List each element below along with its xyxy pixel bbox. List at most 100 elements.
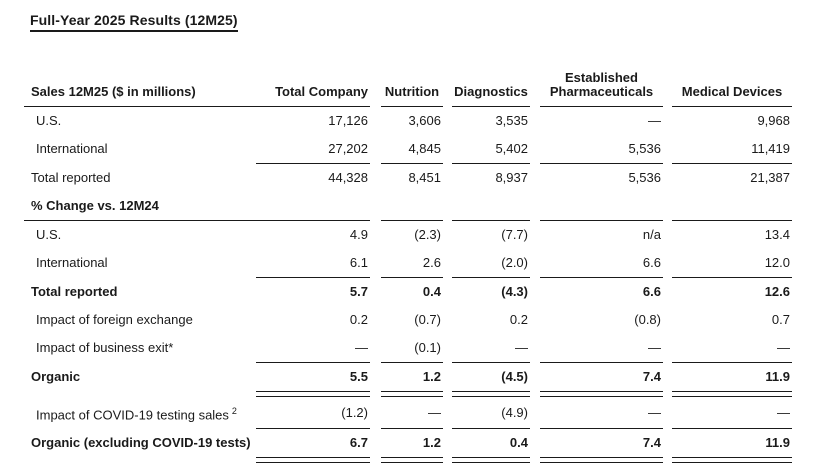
row-label: Impact of COVID-19 testing sales 2 [36,405,237,422]
column-gap [370,334,381,363]
cell-established-pharmaceuticals: n/a [642,227,661,242]
row-label: Organic (excluding COVID-19 tests) [31,435,251,451]
column-gap [663,429,672,458]
cell-total-company: (1.2) [256,396,370,430]
column-gap [443,363,452,392]
cell-established-pharmaceuticals: — [648,113,661,128]
column-gap [663,164,672,193]
double-rule [24,457,792,464]
column-gap [370,221,381,250]
cell-medical-devices: 21,387 [750,170,790,185]
cell-medical-devices: 12.0 [672,249,792,278]
row-pct-us: U.S. 4.9 (2.3) (7.7) n/a 13.4 [24,221,792,250]
table-header-row: Sales 12M25 ($ in millions) Total Compan… [24,57,792,107]
column-gap [530,306,540,334]
section-title: % Change vs. 12M24 [24,192,256,221]
row-pct-covid-testing: Impact of COVID-19 testing sales 2 (1.2) … [24,396,792,430]
row-section-pct-change: % Change vs. 12M24 [24,192,792,221]
cell-established-pharmaceuticals: 6.6 [642,284,661,299]
row-pct-organic: Organic 5.5 1.2 (4.5) 7.4 11.9 [24,362,792,392]
column-gap [370,135,381,164]
column-header-diagnostics: Diagnostics [452,57,530,107]
column-gap [370,306,381,334]
double-rule [24,391,792,397]
cell-nutrition: 1.2 [381,428,443,459]
column-gap [663,221,672,250]
column-gap [663,107,672,136]
column-gap [530,107,540,136]
cell-empty [452,192,530,221]
column-gap [443,334,452,363]
cell-diagnostics: (2.0) [452,249,530,278]
column-gap [663,249,672,278]
column-gap [443,57,452,107]
column-gap [530,278,540,307]
column-gap [663,278,672,307]
column-gap [443,192,452,221]
column-gap [530,192,540,221]
column-gap [663,57,672,107]
row-label: Total reported [31,169,111,185]
column-header-established-pharmaceuticals: Established Pharmaceuticals [540,57,663,107]
financial-results-page: Full-Year 2025 Results (12M25) Sales 12M… [24,12,792,464]
row-label: International [36,141,108,157]
cell-medical-devices: — [672,334,792,363]
column-gap [443,135,452,164]
cell-established-pharmaceuticals: 7.4 [540,362,663,392]
column-gap [443,429,452,458]
cell-diagnostics: 3,535 [495,113,528,128]
cell-nutrition: (0.1) [381,334,443,363]
header-line-1: Established [565,70,638,85]
column-gap [663,192,672,221]
row-label: Total reported [31,283,118,299]
column-gap [443,164,452,193]
cell-nutrition: 1.2 [381,362,443,392]
footnote-marker: 2 [231,405,237,416]
cell-medical-devices: 0.7 [771,312,790,327]
row-pct-international: International 6.1 2.6 (2.0) 6.6 12.0 [24,249,792,278]
column-header-medical-devices: Medical Devices [672,57,792,107]
row-label: International [36,255,108,271]
cell-total-company: 0.2 [349,312,368,327]
column-header-nutrition: Nutrition [381,57,443,107]
cell-nutrition: 0.4 [422,284,441,299]
row-pct-organic-ex-covid: Organic (excluding COVID-19 tests) 6.7 1… [24,428,792,459]
column-gap [663,397,672,429]
column-gap [663,363,672,392]
column-gap [370,397,381,429]
column-gap [443,221,452,250]
column-gap [370,363,381,392]
column-gap [443,306,452,334]
cell-established-pharmaceuticals: — [540,396,663,430]
cell-total-company: 27,202 [256,135,370,164]
page-title: Full-Year 2025 Results (12M25) [30,12,238,32]
cell-medical-devices: — [672,396,792,430]
column-gap [530,363,540,392]
row-sales-total-reported: Total reported 44,328 8,451 8,937 5,536 … [24,164,792,193]
cell-total-company: 17,126 [328,113,368,128]
cell-nutrition: 4,845 [381,135,443,164]
cell-nutrition: — [381,396,443,430]
row-label: U.S. [36,113,62,128]
column-header-sales-label: Sales 12M25 ($ in millions) [24,57,256,107]
column-gap [370,429,381,458]
column-gap [370,278,381,307]
cell-medical-devices: 12.6 [764,284,790,299]
column-gap [443,397,452,429]
column-gap [370,192,381,221]
cell-total-company: 44,328 [328,170,368,185]
cell-medical-devices: 13.4 [764,227,790,242]
cell-nutrition: (0.7) [414,312,441,327]
column-gap [530,429,540,458]
cell-diagnostics: (4.3) [501,284,528,299]
row-sales-us: U.S. 17,126 3,606 3,535 — 9,968 [24,107,792,136]
column-gap [443,249,452,278]
cell-established-pharmaceuticals: 5,536 [628,170,661,185]
column-gap [530,397,540,429]
column-gap [663,306,672,334]
row-label: Organic [31,369,81,384]
cell-total-company: 4.9 [349,227,368,242]
row-label: Impact of foreign exchange [36,312,193,327]
row-sales-international: International 27,202 4,845 5,402 5,536 1… [24,135,792,164]
row-pct-business-exit: Impact of business exit* — (0.1) — — — [24,334,792,363]
